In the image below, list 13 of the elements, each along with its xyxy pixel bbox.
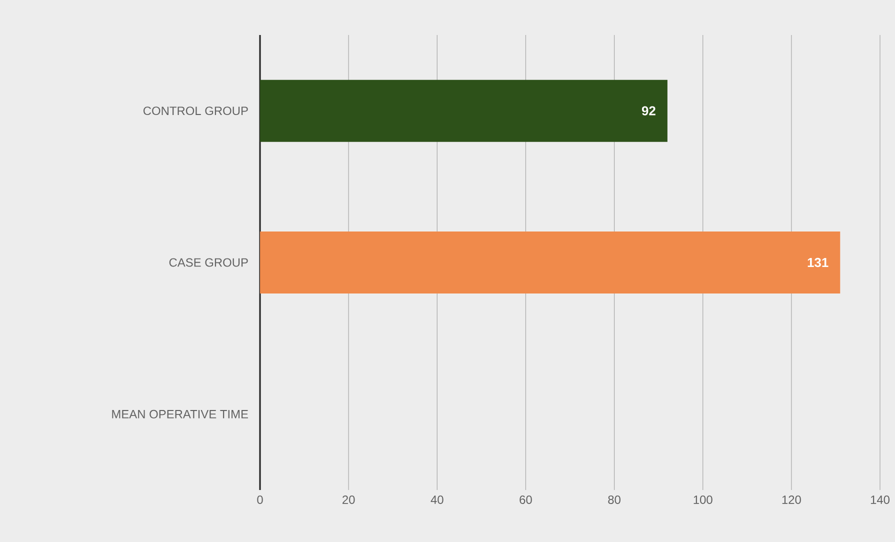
data-label: 131 [808, 258, 828, 268]
x-tick-label: 0 [257, 496, 263, 504]
x-tick-label: 60 [520, 496, 532, 504]
data-label: 92 [642, 106, 656, 116]
x-tick-label: 140 [870, 496, 890, 504]
y-tick-label: MEAN OPERATIVE TIME [112, 410, 248, 418]
x-tick-label: 100 [694, 496, 712, 504]
x-tick-label: 40 [430, 496, 444, 504]
x-tick-label: 80 [608, 496, 620, 504]
y-tick-label: CONTROL GROUP [143, 106, 248, 116]
y-tick-label: CASE GROUP [169, 258, 248, 267]
x-tick-label: 20 [342, 496, 355, 504]
x-tick-label: 120 [782, 496, 801, 504]
